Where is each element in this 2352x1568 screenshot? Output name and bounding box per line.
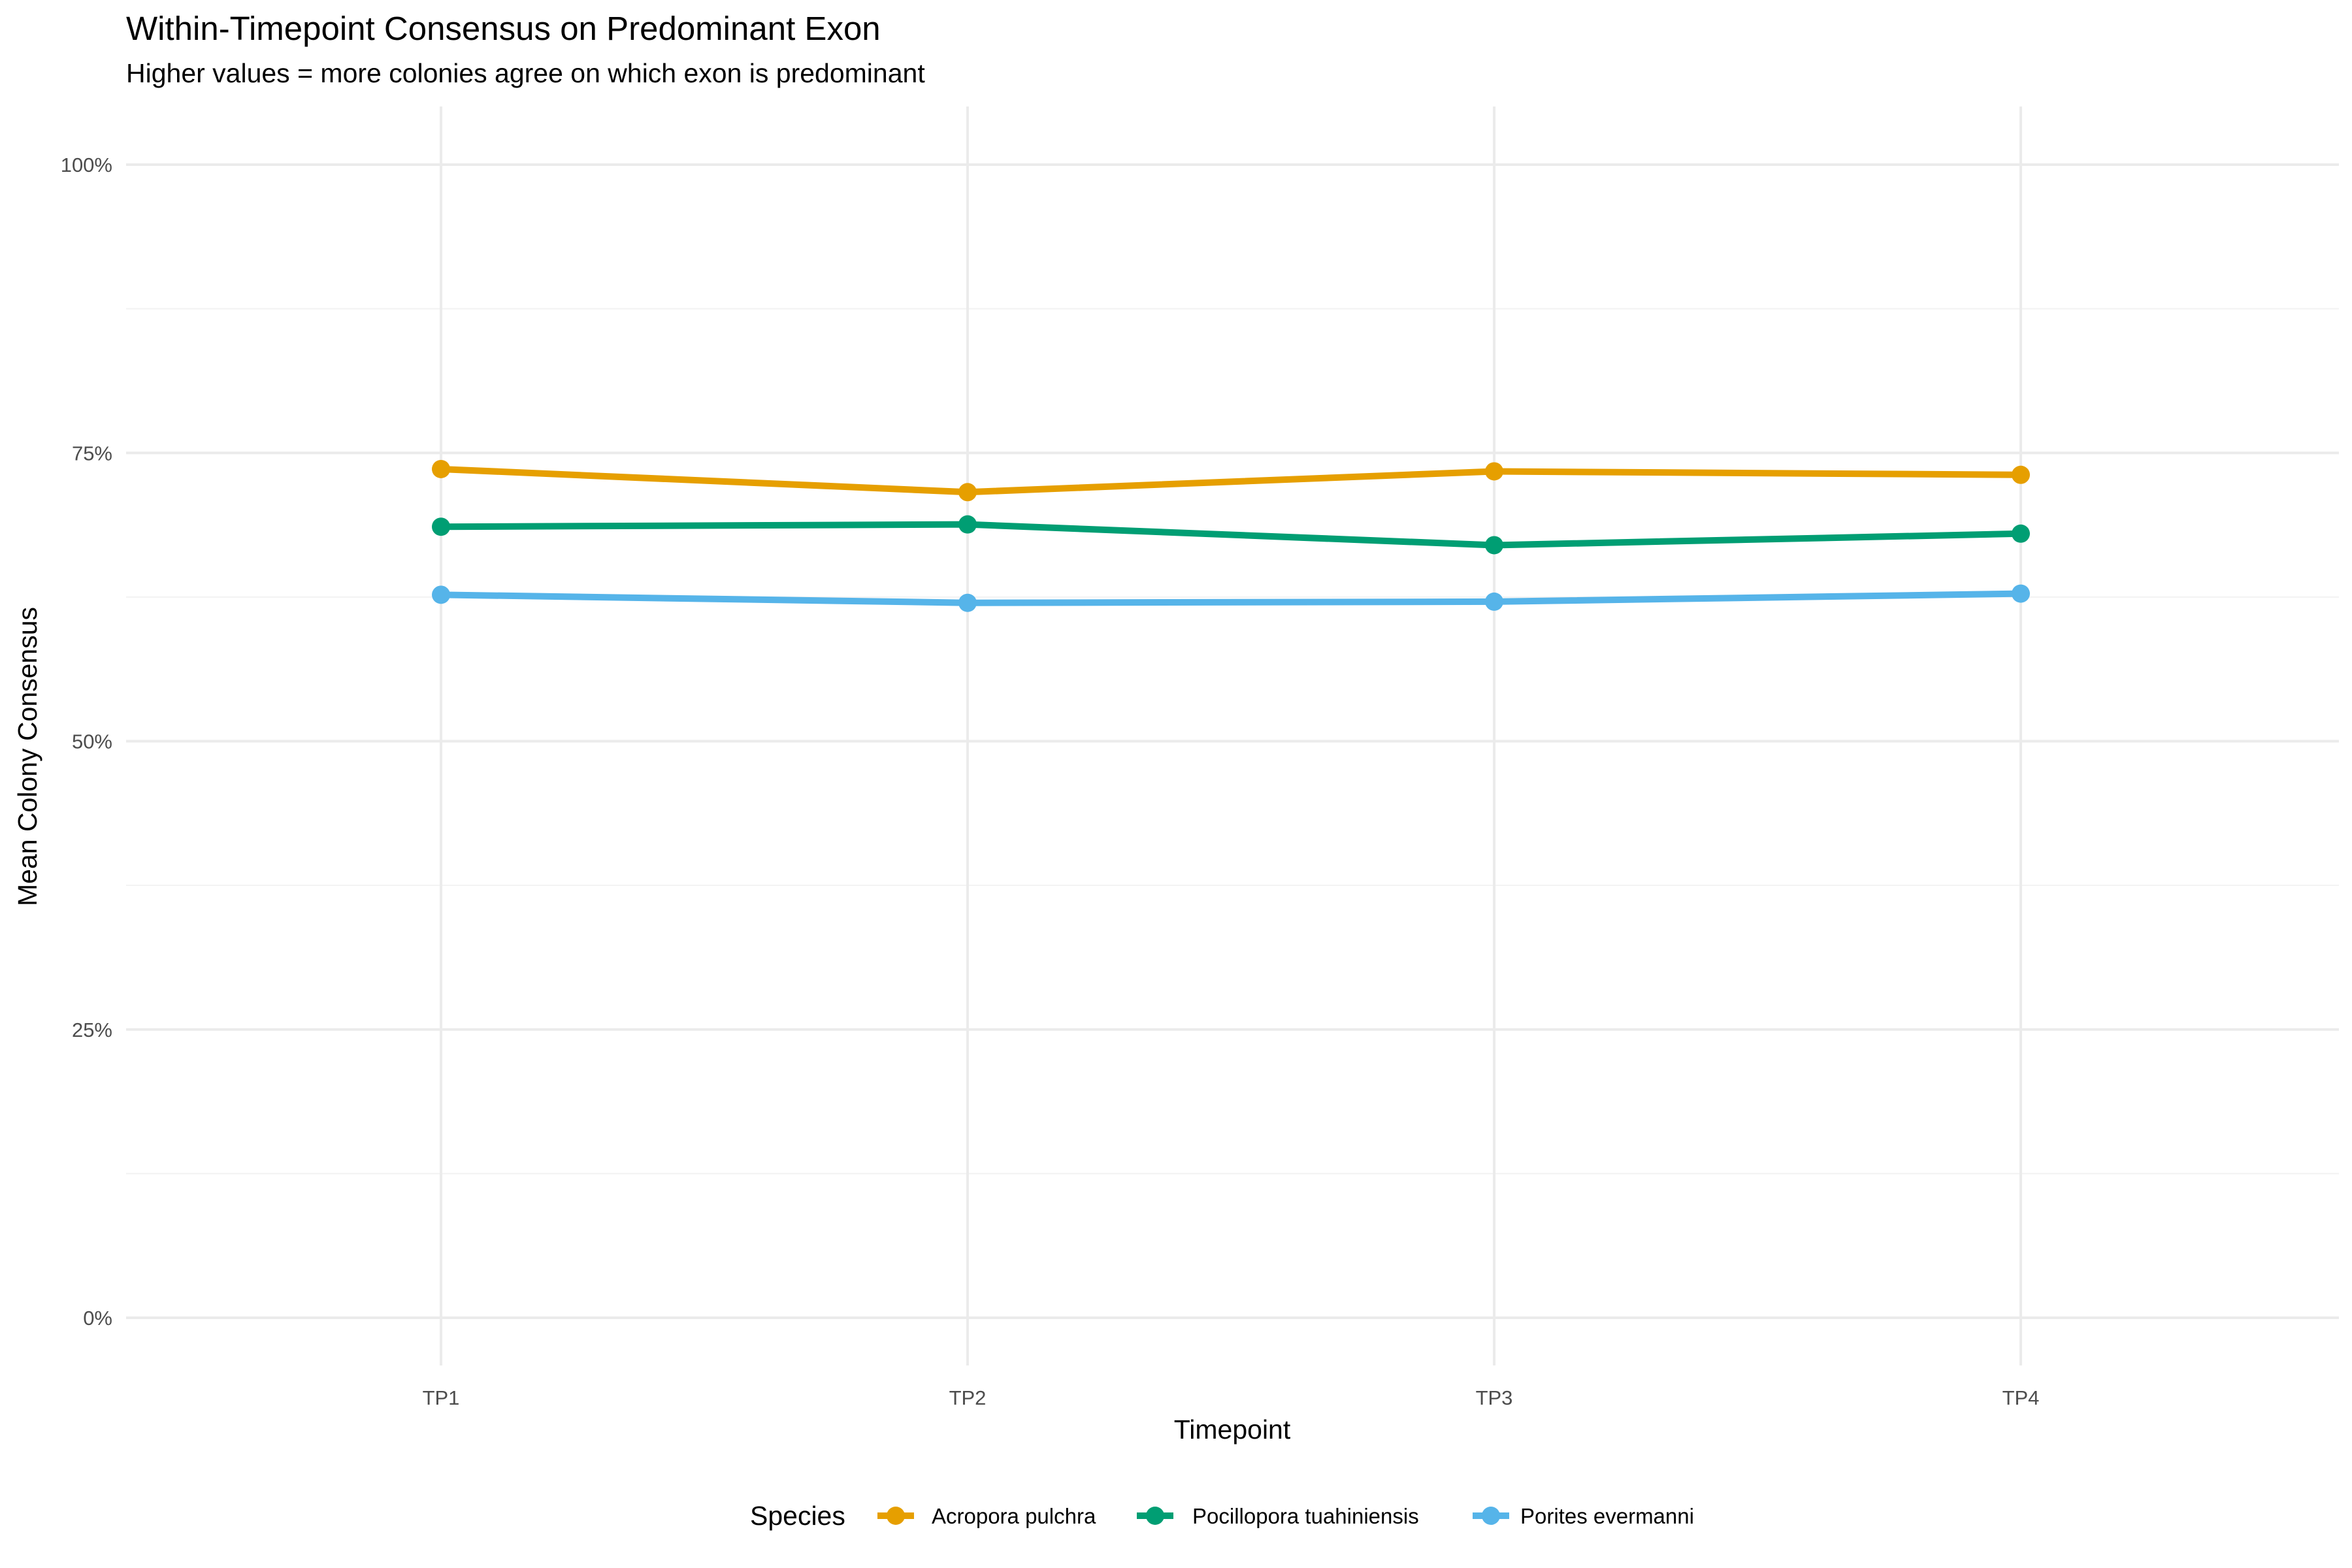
series-layer [432,459,2030,612]
legend-title: Species [750,1501,845,1531]
x-axis-title: Timepoint [1174,1414,1291,1445]
y-tick-label: 25% [72,1019,112,1041]
x-axis-ticks: TP1 TP2 TP3 TP4 [423,1386,2040,1409]
data-point [432,517,450,536]
y-tick-label: 100% [61,154,112,176]
data-point [432,459,450,478]
data-point [1485,462,1503,481]
legend-label: Pocillopora tuahiniensis [1192,1504,1419,1528]
y-axis-ticks: 0% 25% 50% 75% 100% [61,154,112,1330]
data-point [958,483,977,502]
major-gridlines [126,106,2339,1365]
data-point [1485,592,1503,611]
data-point [2012,465,2030,484]
data-point [432,585,450,604]
legend-key-point [887,1507,905,1525]
data-point [958,515,977,534]
data-point [2012,524,2030,543]
series-line-3 [440,590,2021,606]
x-tick-label: TP3 [1476,1386,1513,1409]
legend-label: Acropora pulchra [932,1504,1096,1528]
x-tick-label: TP2 [949,1386,987,1409]
legend: Species Acropora pulchra Pocillopora tuah… [750,1501,1694,1531]
chart-subtitle: Higher values = more colonies agree on w… [126,58,925,88]
chart-title: Within-Timepoint Consensus on Predominan… [126,10,881,47]
y-tick-label: 0% [83,1307,112,1330]
y-tick-label: 75% [72,442,112,465]
legend-key-point [1146,1507,1164,1525]
data-point [1485,536,1503,555]
y-tick-label: 50% [72,730,112,753]
series-line-1 [440,465,2021,496]
data-point [2012,584,2030,603]
y-axis-title: Mean Colony Consensus [12,607,42,906]
legend-label: Porites evermanni [1520,1504,1694,1528]
x-tick-label: TP4 [2002,1386,2040,1409]
data-point [958,593,977,612]
series-line-2 [440,521,2021,549]
legend-key-point [1482,1507,1500,1525]
x-tick-label: TP1 [423,1386,460,1409]
